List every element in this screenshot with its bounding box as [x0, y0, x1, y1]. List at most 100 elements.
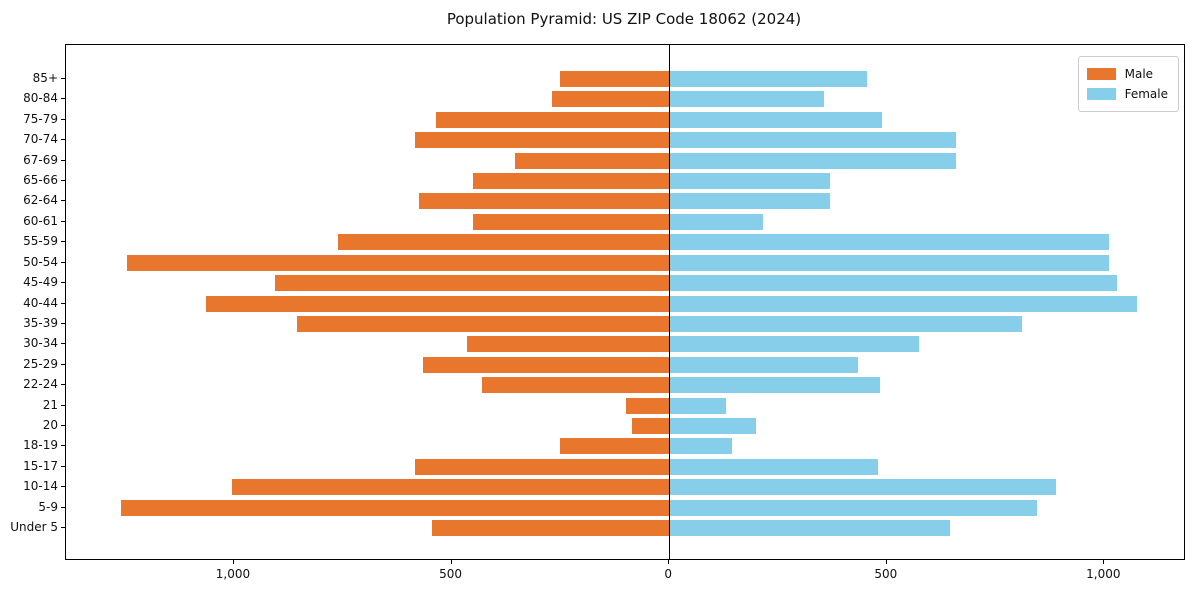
male-bar	[625, 397, 670, 414]
y-tick-mark	[61, 302, 65, 304]
legend-label: Female	[1124, 87, 1168, 101]
female-bar	[669, 336, 920, 353]
y-tick-mark	[61, 200, 65, 202]
legend-label: Male	[1124, 67, 1154, 81]
y-tick-label: 70-74	[23, 132, 58, 147]
male-bar	[560, 438, 670, 455]
male-bar	[231, 479, 670, 496]
x-tick-label: 0	[664, 567, 672, 581]
female-bar	[669, 254, 1109, 271]
male-bar	[473, 213, 670, 230]
legend-swatch-icon	[1086, 88, 1116, 100]
y-tick-mark	[61, 363, 65, 365]
y-tick-label: 40-44	[23, 295, 58, 310]
male-bar	[120, 499, 670, 516]
male-bar	[414, 132, 670, 149]
y-tick-label: 75-79	[23, 111, 58, 126]
female-bar	[669, 397, 726, 414]
x-tick-mark	[232, 560, 234, 564]
y-tick-mark	[61, 445, 65, 447]
male-bar	[338, 234, 670, 251]
male-bar	[431, 520, 670, 537]
y-tick-label: 15-17	[23, 458, 58, 473]
x-tick-mark	[450, 560, 452, 564]
female-bar	[669, 152, 957, 169]
female-bar	[669, 356, 859, 373]
legend: Male Female	[1077, 56, 1179, 112]
female-bar	[669, 377, 881, 394]
y-tick-label: 5-9	[38, 499, 58, 514]
male-bar	[514, 152, 670, 169]
y-tick-mark	[61, 118, 65, 120]
y-tick-label: 85+	[32, 71, 58, 85]
chart-title: Population Pyramid: US ZIP Code 18062 (2…	[446, 10, 802, 28]
y-tick-mark	[61, 506, 65, 508]
y-tick-label: 25-29	[23, 356, 58, 371]
female-bar	[669, 520, 950, 537]
y-tick-label: 50-54	[23, 254, 58, 269]
male-bar	[632, 417, 670, 434]
male-bar	[560, 71, 670, 87]
y-tick-mark	[61, 180, 65, 182]
y-tick-mark	[61, 384, 65, 386]
female-bar	[669, 213, 763, 230]
y-tick-label: 20	[42, 417, 58, 432]
female-bar	[669, 458, 879, 475]
y-tick-label: Under 5	[10, 520, 58, 535]
y-tick-label: 65-66	[23, 173, 58, 188]
legend-swatch-icon	[1086, 68, 1116, 80]
female-bar	[669, 193, 831, 210]
female-bar	[669, 111, 883, 128]
y-tick-mark	[61, 465, 65, 467]
x-tick-label: 1,000	[1086, 567, 1121, 581]
female-bar	[669, 173, 831, 190]
male-bar	[414, 458, 670, 475]
y-tick-label: 55-59	[23, 234, 58, 249]
legend-entry: Male	[1086, 65, 1168, 83]
female-bar	[669, 438, 733, 455]
male-bar	[436, 111, 670, 128]
male-bar	[127, 254, 670, 271]
y-tick-label: 80-84	[23, 91, 58, 106]
y-tick-label: 22-24	[23, 377, 58, 392]
male-bar	[297, 315, 670, 332]
y-tick-mark	[61, 139, 65, 141]
y-tick-label: 35-39	[23, 315, 58, 330]
female-bar	[669, 71, 868, 87]
y-tick-mark	[61, 261, 65, 263]
zero-axis-line	[669, 45, 671, 559]
y-tick-mark	[61, 282, 65, 284]
female-bar	[669, 479, 1057, 496]
male-bar	[482, 377, 670, 394]
x-tick-mark	[668, 560, 670, 564]
female-bar	[669, 132, 957, 149]
y-tick-mark	[61, 343, 65, 345]
y-tick-label: 67-69	[23, 152, 58, 167]
y-tick-mark	[61, 98, 65, 100]
female-bar	[669, 417, 757, 434]
y-tick-mark	[61, 424, 65, 426]
y-tick-label: 21	[42, 397, 58, 412]
male-bar	[205, 295, 670, 312]
y-tick-label: 30-34	[23, 336, 58, 351]
male-bar	[466, 336, 670, 353]
x-tick-mark	[1103, 560, 1105, 564]
y-tick-label: 62-64	[23, 193, 58, 208]
y-tick-mark	[61, 159, 65, 161]
x-tick-label: 500	[874, 567, 898, 581]
male-bar	[423, 356, 670, 373]
male-bar	[275, 275, 670, 292]
plot-area: Male Female	[65, 44, 1185, 560]
y-tick-mark	[61, 404, 65, 406]
male-bar	[418, 193, 670, 210]
y-tick-mark	[61, 486, 65, 488]
y-tick-mark	[61, 241, 65, 243]
y-tick-mark	[61, 78, 65, 79]
y-tick-label: 45-49	[23, 275, 58, 290]
y-tick-mark	[61, 527, 65, 529]
legend-entry: Female	[1086, 85, 1168, 103]
y-tick-label: 10-14	[23, 479, 58, 494]
x-tick-mark	[885, 560, 887, 564]
female-bar	[669, 295, 1137, 312]
